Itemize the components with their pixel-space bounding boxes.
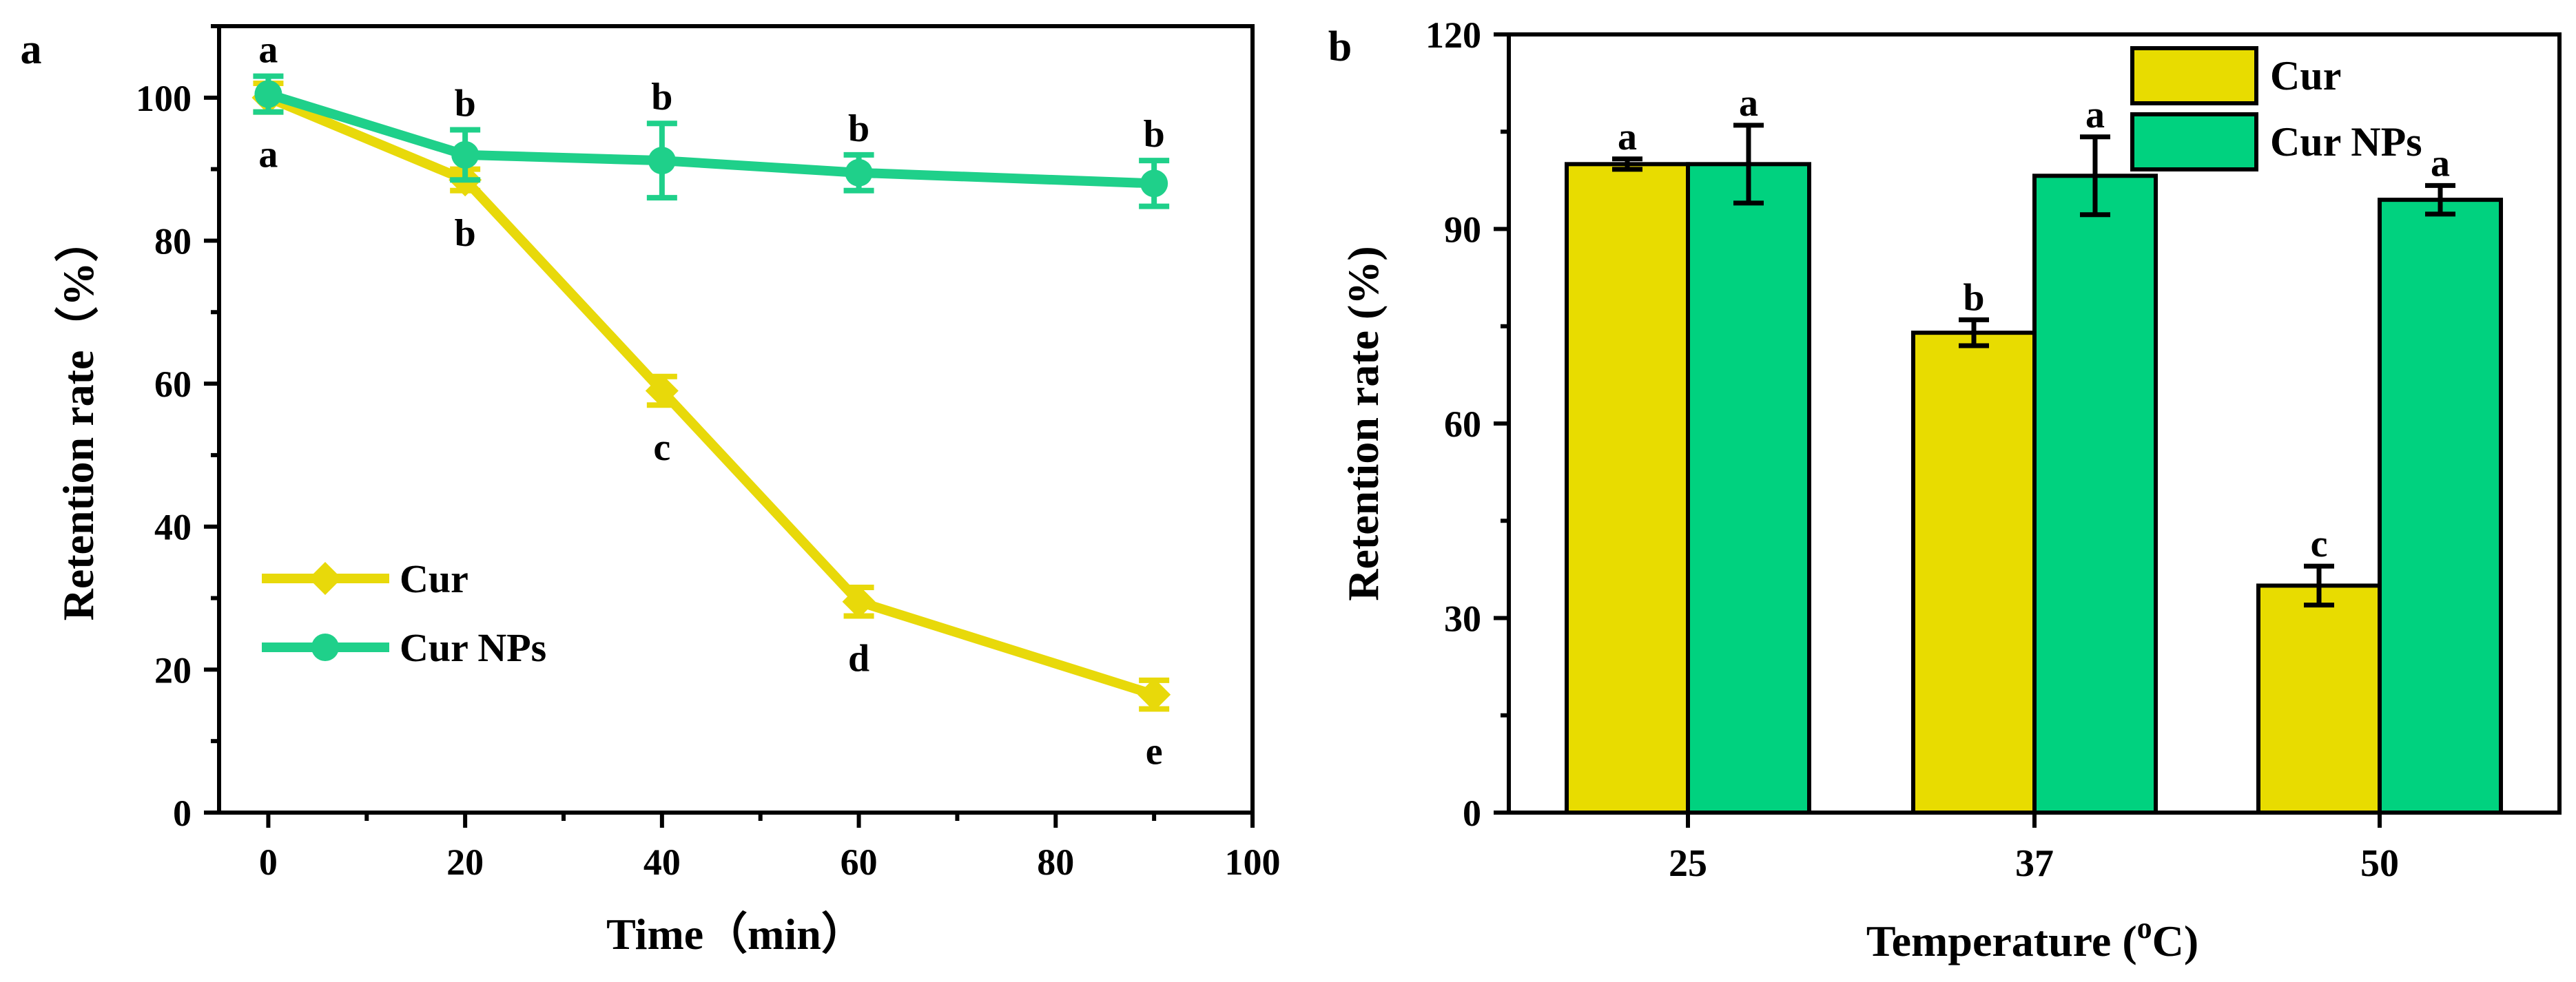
bar bbox=[1686, 162, 1811, 815]
y-axis-title: Retention rate (%) bbox=[1339, 246, 1388, 600]
y-tick-label: 80 bbox=[154, 220, 192, 262]
y-tick-label: 120 bbox=[1425, 14, 1481, 56]
legend-label: Cur bbox=[400, 556, 468, 601]
legend-swatch bbox=[2130, 112, 2258, 171]
bar bbox=[1565, 162, 1690, 815]
significance-label: e bbox=[1146, 730, 1163, 773]
panel-b: b 0 30 60 90 120 25 37 50 Temperature (oC) Retenti… bbox=[1328, 14, 2562, 965]
significance-label: b bbox=[1963, 276, 1984, 319]
x-tick-label: 50 bbox=[2360, 842, 2399, 885]
significance-label: b bbox=[1144, 113, 1165, 156]
significance-label: a bbox=[1618, 116, 1637, 158]
legend-label: Cur NPs bbox=[2270, 119, 2422, 165]
legend-marker bbox=[309, 562, 342, 595]
significance-label: b bbox=[848, 107, 869, 150]
bar bbox=[1911, 331, 2037, 815]
y-tick-label: 60 bbox=[154, 364, 192, 405]
data-point bbox=[1137, 678, 1171, 711]
data-point bbox=[845, 158, 873, 187]
significance-label: c bbox=[653, 426, 670, 469]
y-tick-label: 100 bbox=[136, 78, 192, 119]
y-tick-label: 0 bbox=[173, 793, 192, 834]
y-tick-label: 40 bbox=[154, 507, 192, 548]
x-tick-label: 0 bbox=[259, 842, 278, 883]
data-point bbox=[1140, 169, 1168, 198]
y-tick-label: 90 bbox=[1444, 209, 1481, 251]
panel-a: a 0 20 40 60 80 100 0 20 40 60 80 100 Time（min） Retent… bbox=[21, 24, 1281, 959]
data-point bbox=[254, 80, 282, 108]
legend-marker bbox=[311, 634, 339, 661]
y-tick-label: 30 bbox=[1444, 598, 1481, 640]
plot-frame bbox=[217, 24, 1255, 815]
data-point bbox=[648, 147, 676, 175]
series-line-0 bbox=[266, 93, 1156, 700]
y-tick-label: 60 bbox=[1444, 404, 1481, 445]
significance-label: a bbox=[258, 29, 278, 72]
significance-label: d bbox=[848, 638, 869, 680]
x-tick-label: 60 bbox=[841, 842, 878, 883]
x-axis-title: Time（min） bbox=[606, 910, 865, 959]
data-point bbox=[645, 374, 679, 408]
panel-label-a: a bbox=[21, 26, 42, 73]
bar bbox=[2256, 583, 2382, 815]
legend-swatch bbox=[2130, 46, 2258, 105]
y-tick-label: 20 bbox=[154, 649, 192, 691]
series-line-1 bbox=[267, 89, 1155, 189]
legend-label: Cur NPs bbox=[400, 625, 546, 670]
significance-label: b bbox=[455, 212, 476, 255]
data-point bbox=[451, 140, 480, 169]
significance-label: a bbox=[2085, 94, 2105, 136]
bar bbox=[2032, 174, 2158, 815]
x-tick-label: 40 bbox=[643, 842, 681, 883]
significance-label: a bbox=[2431, 142, 2450, 185]
significance-label: c bbox=[2311, 523, 2328, 565]
y-axis-title: Retention rate（%） bbox=[54, 218, 103, 621]
data-point bbox=[842, 585, 876, 618]
x-tick-label: 20 bbox=[446, 842, 484, 883]
x-axis-title: Temperature (oC) bbox=[1866, 911, 2198, 965]
legend-label: Cur bbox=[2270, 53, 2341, 98]
significance-label: b bbox=[455, 83, 476, 125]
x-tick-label: 80 bbox=[1037, 842, 1074, 883]
panel-label-b: b bbox=[1328, 23, 1352, 70]
significance-label: a bbox=[258, 134, 278, 176]
significance-label: a bbox=[1739, 82, 1758, 125]
bar bbox=[2378, 198, 2503, 815]
x-tick-label: 100 bbox=[1225, 842, 1281, 883]
x-tick-label: 25 bbox=[1669, 842, 1707, 885]
x-tick-label: 37 bbox=[2015, 842, 2054, 885]
y-tick-label: 0 bbox=[1463, 793, 1481, 834]
significance-label: b bbox=[651, 76, 672, 118]
